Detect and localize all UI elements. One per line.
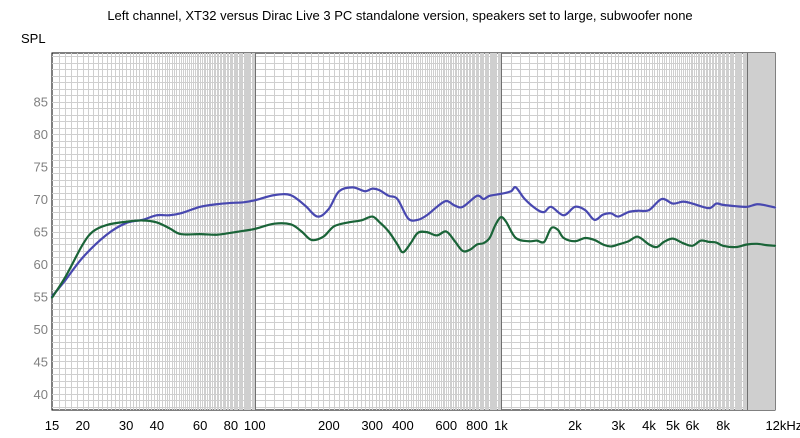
x-tick-labels: 15 20 30 40 60 80 100 200 300 400 600 800 1k 2k 3k 4k 5k…: [45, 418, 800, 433]
x-tick-label: 30: [119, 418, 133, 433]
x-tick-label: 200: [318, 418, 340, 433]
grid-minor: [52, 53, 775, 410]
x-tick-label: 400: [392, 418, 414, 433]
x-tick-label: 8k: [716, 418, 730, 433]
x-tick-label: 60: [193, 418, 207, 433]
x-tick-label: 600: [435, 418, 457, 433]
y-tick-label: 75: [34, 160, 48, 175]
y-tick-label: 40: [34, 387, 48, 402]
y-tick-label: 70: [34, 192, 48, 207]
y-axis-label: SPL: [21, 31, 46, 46]
x-tick-label: 12kHz: [765, 418, 800, 433]
y-tick-label: 60: [34, 257, 48, 272]
grid-major: [255, 53, 748, 410]
y-tick-labels: 40 45 50 55 60 65 70 75 80 85: [34, 95, 48, 402]
y-tick-label: 45: [34, 354, 48, 369]
x-tick-label: 1k: [494, 418, 508, 433]
x-tick-label: 5k: [666, 418, 680, 433]
y-tick-label: 65: [34, 225, 48, 240]
y-tick-label: 55: [34, 289, 48, 304]
y-tick-label: 50: [34, 322, 48, 337]
x-tick-label: 40: [150, 418, 164, 433]
series-layer: [50, 186, 777, 299]
x-tick-label: 20: [76, 418, 90, 433]
x-tick-label: 300: [361, 418, 383, 433]
x-tick-label: 800: [466, 418, 488, 433]
x-tick-label: 15: [45, 418, 59, 433]
chart-title: Left channel, XT32 versus Dirac Live 3 P…: [107, 8, 693, 23]
series-line-2: [50, 215, 777, 299]
y-tick-label: 80: [34, 127, 48, 142]
x-tick-label: 100: [244, 418, 266, 433]
x-tick-label: 80: [224, 418, 238, 433]
x-tick-label: 2k: [568, 418, 582, 433]
y-tick-label: 85: [34, 95, 48, 110]
x-tick-label: 6k: [685, 418, 699, 433]
x-tick-label: 3k: [611, 418, 625, 433]
x-tick-label: 4k: [642, 418, 656, 433]
series-line-1: [50, 186, 777, 298]
